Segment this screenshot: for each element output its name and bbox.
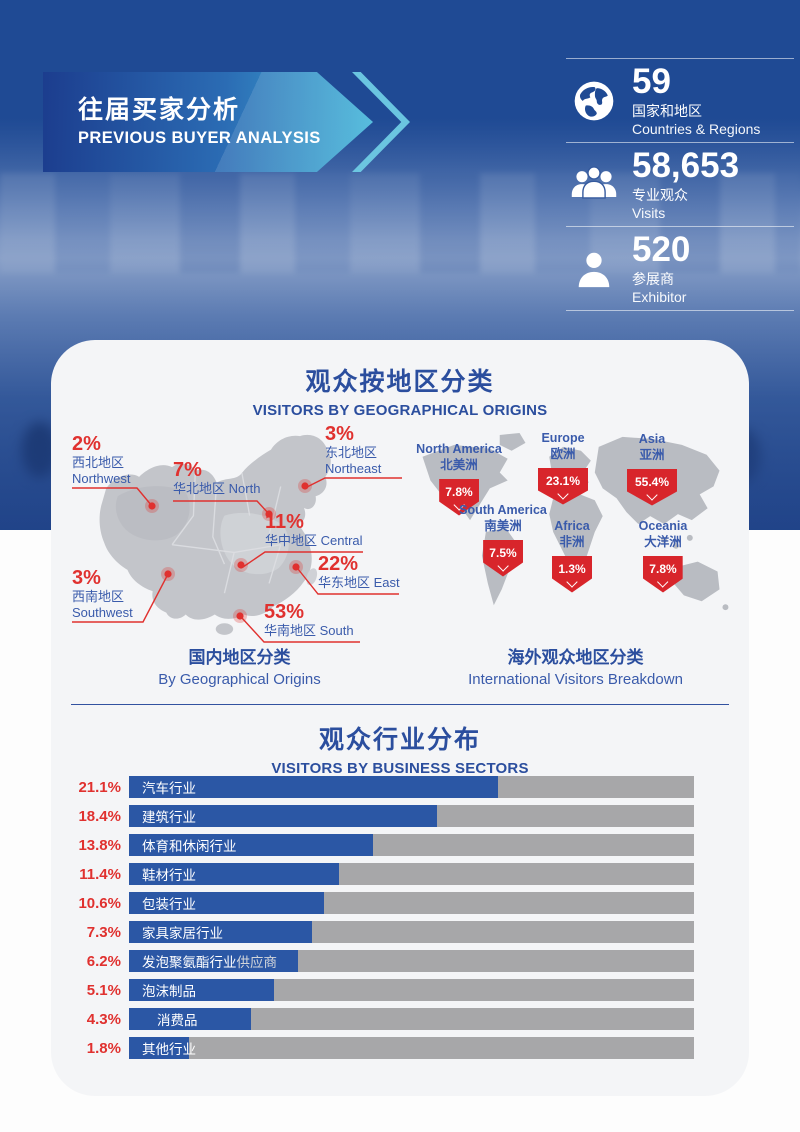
region-label-central: 11% 华中地区 Central [265, 511, 363, 548]
continent-oceania: Oceania 大洋洲 7.8% [639, 518, 687, 593]
countries-count: 59 [632, 61, 671, 101]
china-leader-lines [72, 477, 402, 643]
bar-row: 10.6% 包装行业 [51, 892, 749, 914]
region-label-east: 22% 华东地区 East [318, 553, 400, 590]
visits-count: 58,653 [632, 145, 740, 185]
bar-row: 11.4% 鞋材行业 [51, 863, 749, 885]
title-banner: 往届买家分析 PREVIOUS BUYER ANALYSIS [43, 72, 373, 172]
china-caption: 国内地区分类 By Geographical Origins [158, 648, 321, 688]
map-marker-dots [145, 479, 312, 623]
exhibitor-icon [568, 248, 620, 290]
china-map-zone: 2% 西北地区 Northwest 7% 华北地区 North 3% 东北地区 … [67, 415, 412, 665]
key-stats: 59 国家和地区 Countries & Regions 58,653 [566, 58, 794, 311]
page-title: 往届买家分析 [78, 96, 241, 125]
pct-badge: 55.4% [627, 468, 677, 506]
region-label-south: 53% 华南地区 South [264, 601, 354, 638]
bar-row: 5.1% 泡沫制品 [51, 979, 749, 1001]
content-card: 观众按地区分类 VISITORS BY GEOGRAPHICAL ORIGINS [51, 340, 749, 1096]
bar-row: 1.8% 其他行业 [51, 1037, 749, 1059]
stat-visits: 58,653 专业观众 Visits [566, 142, 794, 226]
world-map-zone: North America 北美洲 7.8% Europe 欧洲 23.1% A… [403, 415, 748, 665]
visitors-icon [568, 164, 620, 206]
pct-badge: 7.8% [642, 555, 683, 593]
section-divider [71, 704, 729, 705]
continent-north-america: North America 北美洲 7.8% [416, 441, 502, 516]
continent-europe: Europe 欧洲 23.1% [538, 430, 588, 505]
bar-row: 7.3% 家具家居行业 [51, 921, 749, 943]
region-label-northwest: 2% 西北地区 Northwest [72, 433, 131, 487]
sectors-section-title: 观众行业分布 VISITORS BY BUSINESS SECTORS [271, 726, 529, 777]
region-label-northeast: 3% 东北地区 Northeast [325, 423, 382, 477]
page-title-en: PREVIOUS BUYER ANALYSIS [78, 128, 321, 147]
exhibitor-count: 520 [632, 229, 691, 269]
region-label-north: 7% 华北地区 North [173, 459, 261, 496]
bar-row: 21.1% 汽车行业 [51, 776, 749, 798]
bar-row: 13.8% 体育和休闲行业 [51, 834, 749, 856]
pct-badge: 1.3% [552, 555, 592, 593]
stat-countries: 59 国家和地区 Countries & Regions [566, 58, 794, 142]
continent-africa: Africa 非洲 1.3% [552, 518, 592, 593]
pct-badge: 7.5% [482, 539, 523, 577]
continent-south-america: South America 南美洲 7.5% [459, 502, 547, 577]
bar-row: 4.3% 消费品 [51, 1008, 749, 1030]
region-label-southwest: 3% 西南地区 Southwest [72, 567, 133, 621]
bar-row: 18.4% 建筑行业 [51, 805, 749, 827]
globe-icon [568, 78, 620, 124]
pct-badge: 23.1% [538, 467, 588, 505]
world-caption: 海外观众地区分类 International Visitors Breakdow… [468, 648, 683, 688]
sectors-bar-chart: 21.1% 汽车行业 18.4% 建筑行业 13.8% 体育和休闲行业 11.4… [51, 776, 749, 1066]
geo-section-title: 观众按地区分类 VISITORS BY GEOGRAPHICAL ORIGINS [252, 368, 548, 419]
continent-asia: Asia 亚洲 55.4% [627, 431, 677, 506]
stat-exhibitors: 520 参展商 Exhibitor [566, 226, 794, 310]
bar-row: 6.2% 发泡聚氨酯行业 供应商 [51, 950, 749, 972]
china-map [99, 434, 331, 635]
